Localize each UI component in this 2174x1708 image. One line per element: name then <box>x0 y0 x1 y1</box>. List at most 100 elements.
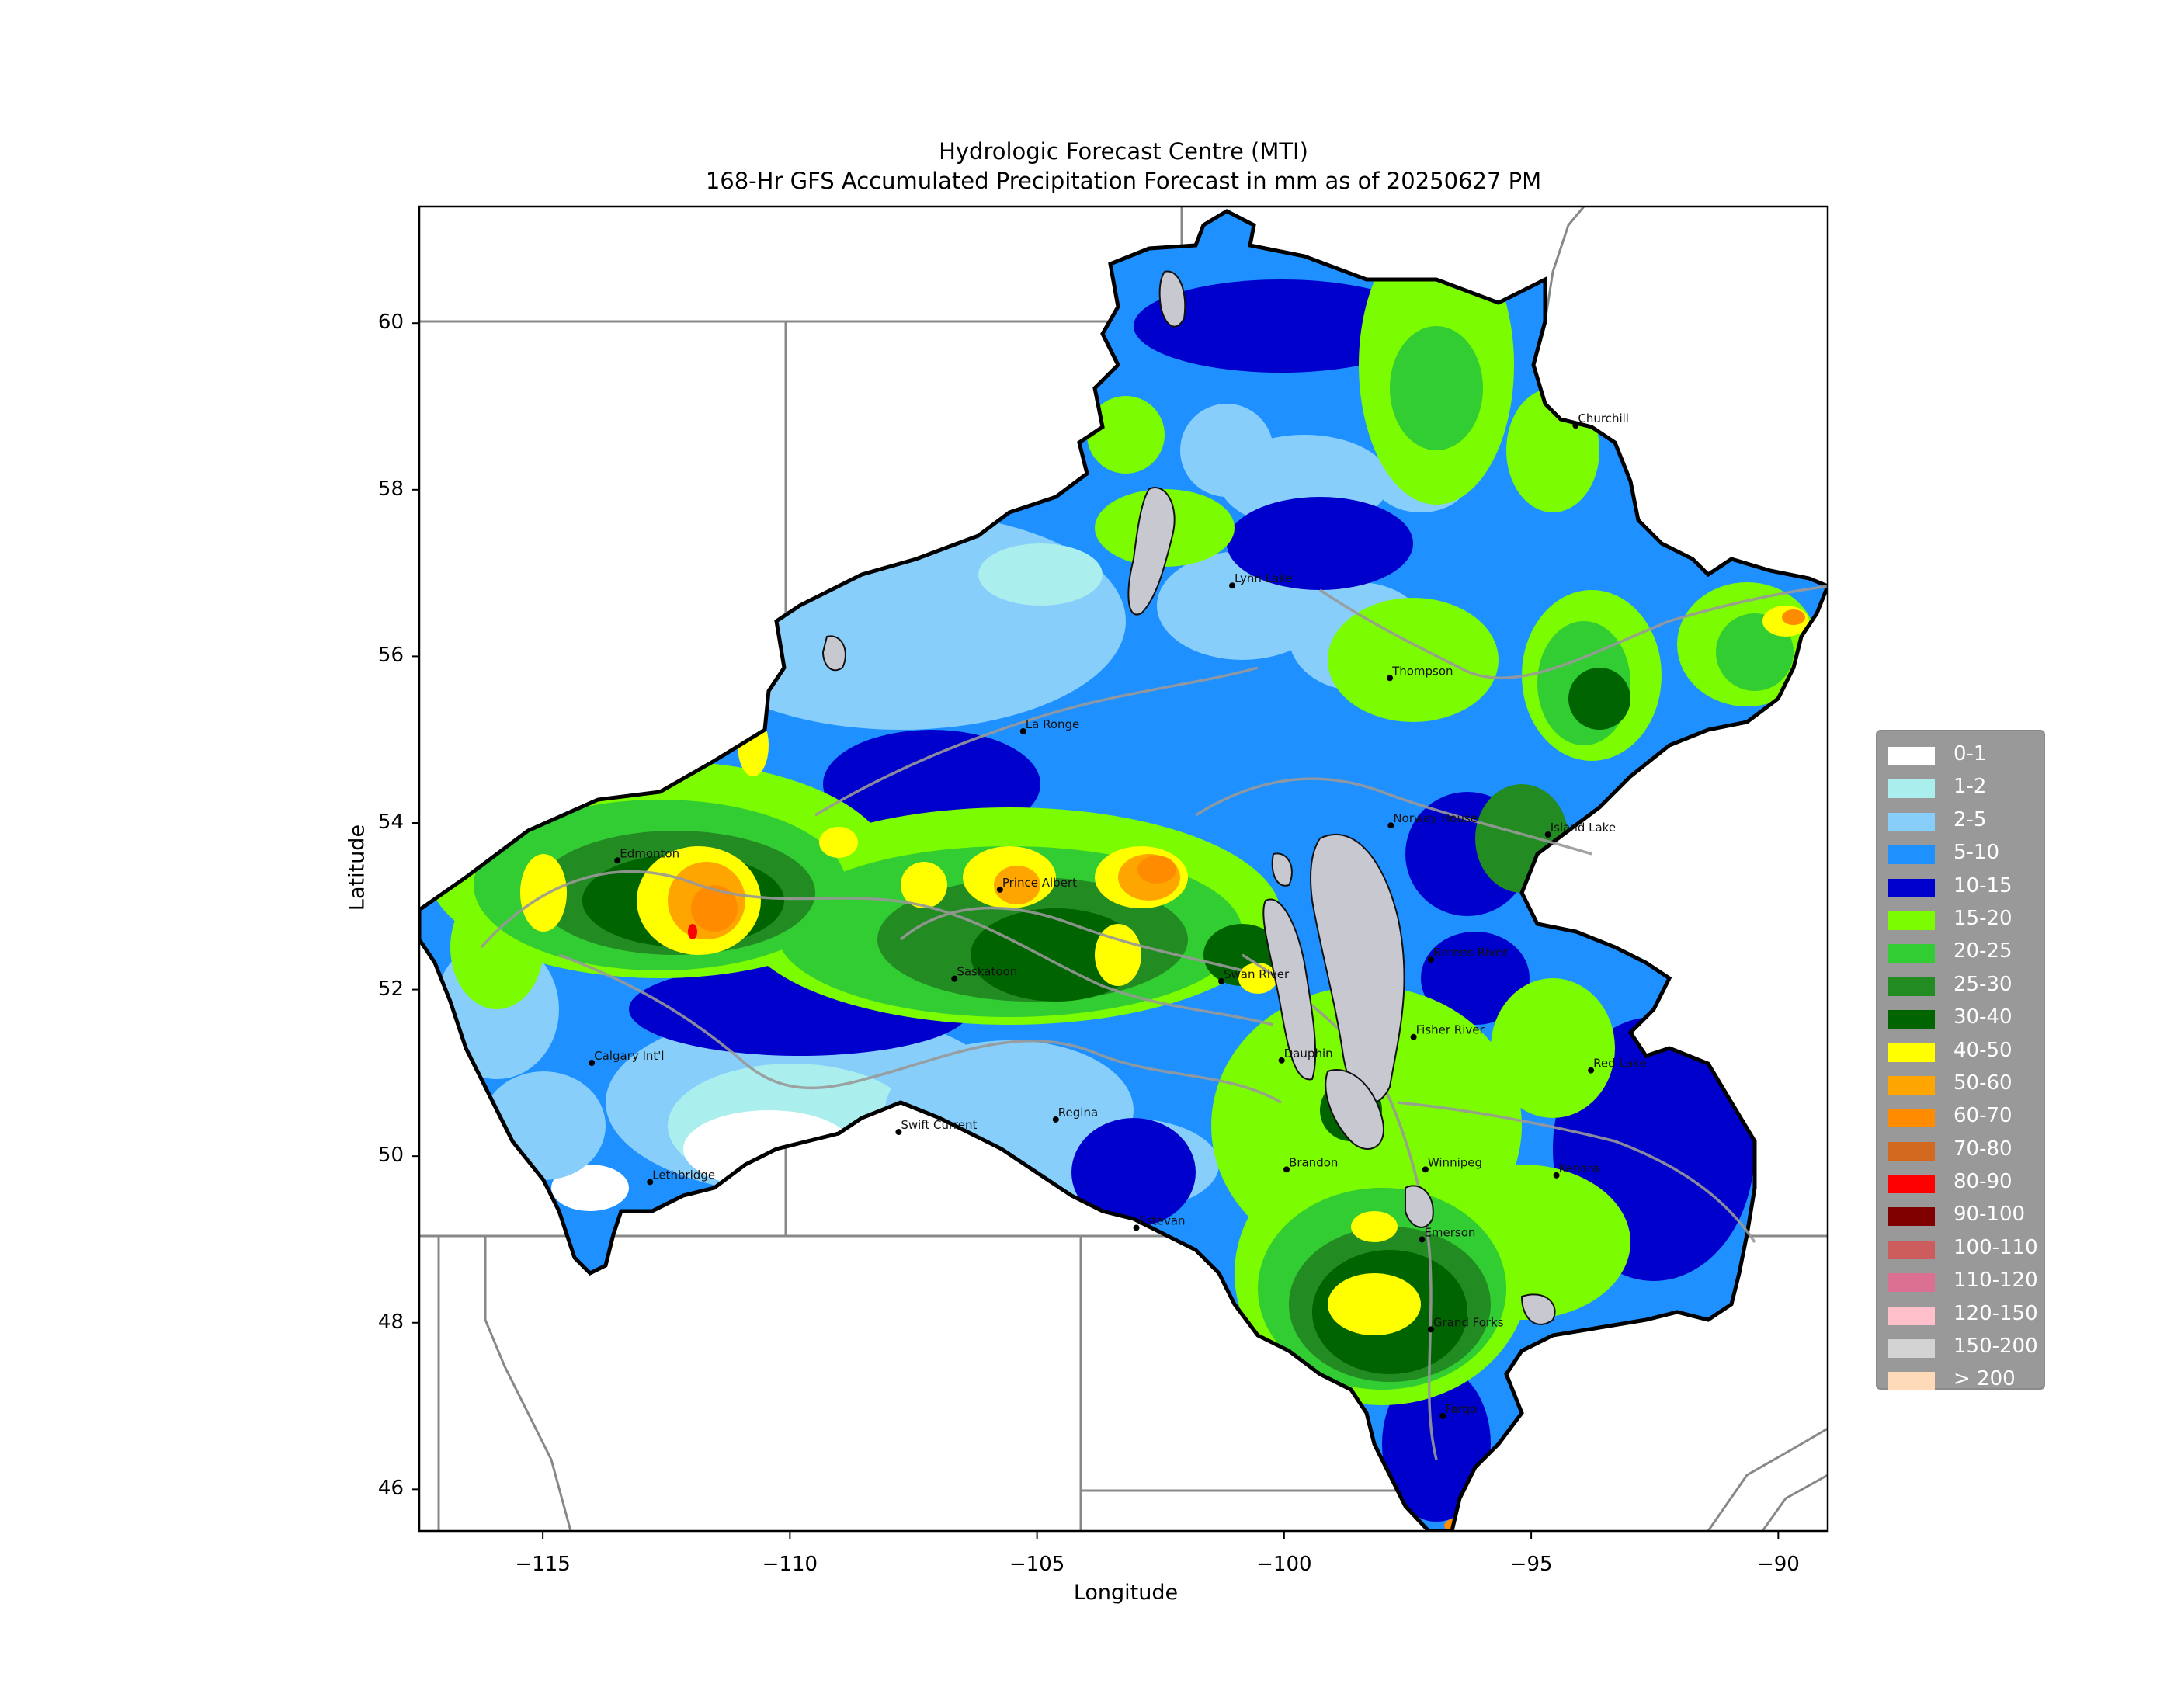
city-label: Estevan <box>1139 1213 1186 1227</box>
precip-contour <box>1328 598 1499 722</box>
legend-label: 70-80 <box>1953 1137 2013 1161</box>
city-label: Fargo <box>1445 1402 1477 1416</box>
city-dot <box>951 975 958 982</box>
legend-swatch <box>1888 1339 1935 1359</box>
y-tick-label: 54 <box>377 810 404 834</box>
legend-entry: 110-120 <box>1888 1267 2044 1300</box>
precip-contour <box>688 924 697 939</box>
precip-contour <box>1421 932 1530 1025</box>
city-dot <box>1439 1412 1446 1419</box>
legend-entry: 25-30 <box>1888 971 2044 1004</box>
legend-entry: 5-10 <box>1888 839 2044 872</box>
precip-contour <box>1137 856 1176 884</box>
legend-label: 15-20 <box>1953 906 2013 930</box>
city-dot <box>1544 831 1551 838</box>
precipitation-field <box>419 211 1828 1531</box>
x-tick-label: −110 <box>762 1553 818 1576</box>
city-label: Kenora <box>1559 1161 1599 1175</box>
city-dot <box>1419 1236 1426 1243</box>
legend-label: 30-40 <box>1953 1005 2013 1029</box>
legend-entry: 2-5 <box>1888 807 2044 839</box>
y-tick-label: 48 <box>377 1310 404 1334</box>
y-tick-label: 56 <box>377 644 404 668</box>
legend-entry: 15-20 <box>1888 905 2044 938</box>
precip-contour <box>1382 1366 1491 1522</box>
city-label: Swift Current <box>901 1118 977 1132</box>
city-label: Regina <box>1058 1106 1098 1120</box>
precip-contour <box>1328 1273 1421 1335</box>
precip-contour <box>1227 497 1413 590</box>
city-label: Churchill <box>1578 411 1629 425</box>
precip-contour <box>1568 668 1630 730</box>
city-dot <box>1218 977 1225 984</box>
lakes <box>821 270 1556 1325</box>
legend-entry: 1-2 <box>1888 773 2044 806</box>
city-label: Lethbridge <box>652 1168 715 1182</box>
basin-outline <box>419 209 1828 1531</box>
city-dot <box>1133 1224 1140 1231</box>
city-dot <box>647 1179 654 1186</box>
legend-entry: 40-50 <box>1888 1037 2044 1070</box>
city-label: Prince Albert <box>1002 876 1077 890</box>
x-tick-label: −90 <box>1756 1553 1800 1576</box>
legend-swatch <box>1888 911 1935 930</box>
legend-label: 1-2 <box>1953 775 1987 799</box>
legend-swatch <box>1888 812 1935 831</box>
city-dot <box>614 857 621 864</box>
legend-swatch <box>1888 1109 1935 1128</box>
legend-swatch <box>1888 779 1935 799</box>
city-label: Fisher River <box>1416 1023 1485 1037</box>
legend-entry: 90-100 <box>1888 1201 2044 1234</box>
legend-swatch <box>1888 1175 1935 1194</box>
y-tick-label: 58 <box>377 477 404 501</box>
city-label: Dauphin <box>1284 1047 1333 1061</box>
precip-contour <box>1351 1211 1398 1242</box>
precip-contour <box>520 854 567 932</box>
city-dot <box>895 1129 902 1136</box>
legend-swatch <box>1888 747 1935 765</box>
city-dot <box>1283 1166 1290 1173</box>
legend-label: 150-200 <box>1953 1335 2038 1359</box>
legend: 0-1 1-2 2-5 5-10 10-15 15-20 20-25 25-30 30-40 40… <box>1876 730 2045 1391</box>
y-tick-label: 52 <box>377 977 404 1001</box>
precip-contour <box>1390 326 1483 450</box>
y-tick-label: 50 <box>377 1144 404 1168</box>
legend-entry: 100-110 <box>1888 1234 2044 1267</box>
legend-swatch <box>1888 1240 1935 1259</box>
city-label: Norway House <box>1393 811 1478 825</box>
city-label: Winnipeg <box>1428 1155 1482 1169</box>
city-dot <box>1422 1166 1429 1173</box>
legend-swatch <box>1888 1075 1935 1095</box>
legend-entry: 60-70 <box>1888 1102 2044 1135</box>
city-label: Calgary Int'l <box>594 1049 664 1063</box>
legend-label: 2-5 <box>1953 807 1987 831</box>
precip-contour <box>1087 396 1165 474</box>
city-dot <box>1572 422 1579 429</box>
precip-contour <box>1506 388 1599 512</box>
y-tick-label: 60 <box>377 311 404 335</box>
legend-entry: > 200 <box>1888 1366 2044 1398</box>
city-label: Swan River <box>1224 967 1290 981</box>
x-tick-label: −105 <box>1009 1553 1065 1576</box>
legend-label: 120-150 <box>1953 1301 2038 1325</box>
city-dot <box>1019 727 1026 734</box>
legend-entry: 120-150 <box>1888 1300 2044 1333</box>
x-tick-label: −95 <box>1509 1553 1553 1576</box>
city-dot <box>1387 822 1394 829</box>
legend-label: 40-50 <box>1953 1038 2013 1062</box>
precip-contour <box>1782 609 1805 625</box>
map-subtitle: 168-Hr GFS Accumulated Precipitation For… <box>705 168 1542 194</box>
city-dot <box>1427 956 1434 963</box>
legend-swatch <box>1888 944 1935 963</box>
legend-swatch <box>1888 1306 1935 1325</box>
precip-contour <box>978 543 1103 606</box>
city-label: Red Lake <box>1593 1057 1646 1071</box>
y-axis-label: Latitude <box>345 824 370 911</box>
x-tick-label: −100 <box>1256 1553 1312 1576</box>
precip-contour <box>1071 1118 1196 1227</box>
map-title: Hydrologic Forecast Centre (MTI) <box>939 138 1308 165</box>
city-label: Emerson <box>1424 1225 1475 1239</box>
city-dot <box>1427 1326 1434 1333</box>
precip-contour <box>1180 404 1273 497</box>
